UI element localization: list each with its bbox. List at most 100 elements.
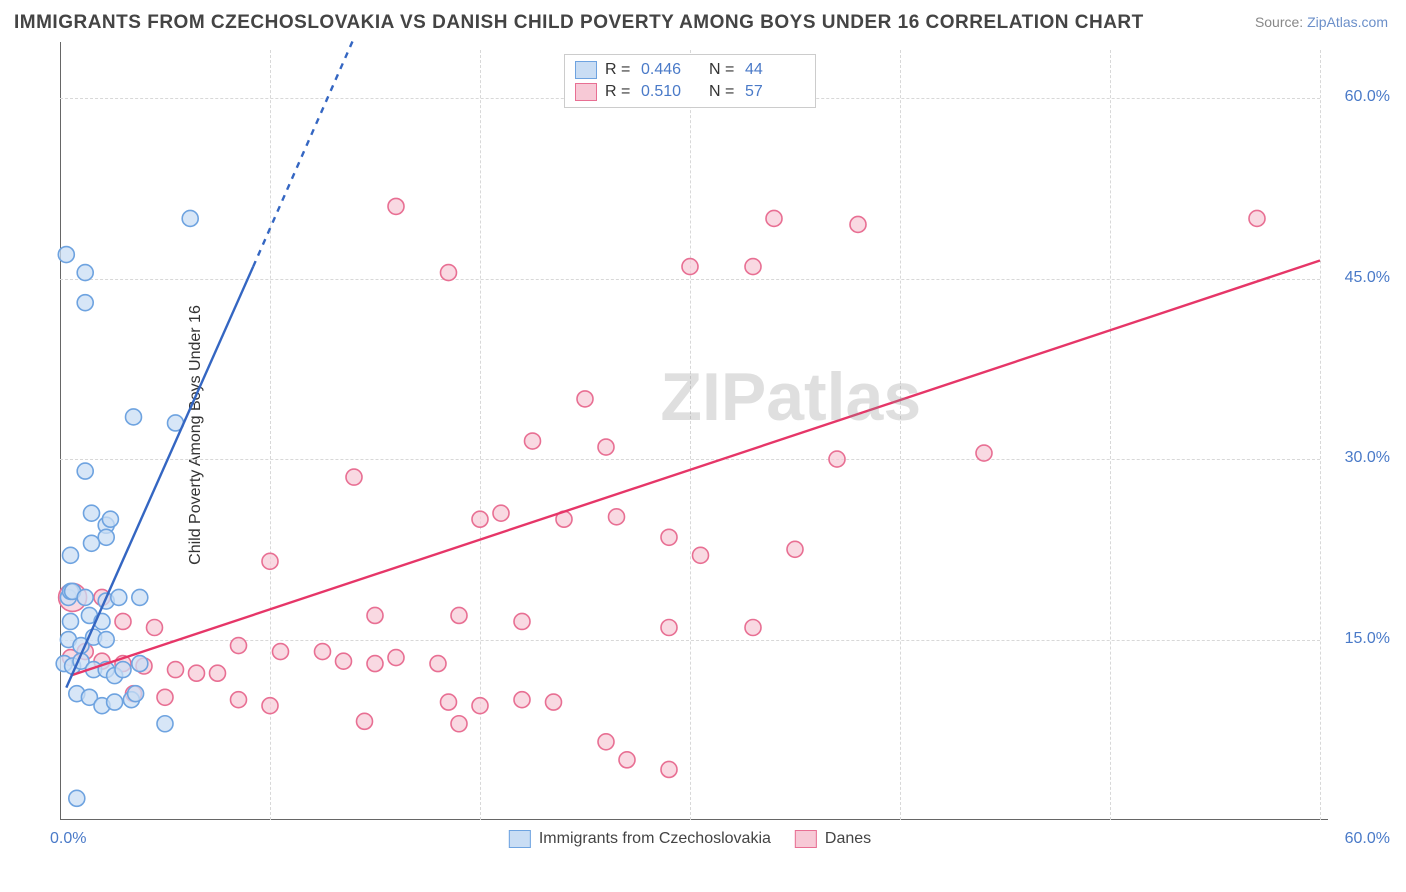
legend-row-blue: R = 0.446 N = 44 [575,59,805,81]
data-point [157,716,173,732]
legend-swatch-blue [575,61,597,79]
data-point [451,607,467,623]
data-point [661,620,677,636]
data-point [388,198,404,214]
legend-row-pink: R = 0.510 N = 57 [575,81,805,103]
y-axis-tick-label: 45.0% [1345,269,1390,287]
data-point [451,716,467,732]
data-point [132,589,148,605]
data-point [132,656,148,672]
data-point [661,761,677,777]
legend-n-label: N = [709,83,737,101]
legend-swatch-pink [575,83,597,101]
legend-r-value-blue: 0.446 [641,61,701,79]
data-point [388,650,404,666]
data-point [77,265,93,281]
y-axis-tick-label: 15.0% [1345,630,1390,648]
data-point [598,734,614,750]
data-point [829,451,845,467]
data-point [262,553,278,569]
data-point [84,535,100,551]
data-point [63,547,79,563]
data-point [472,698,488,714]
data-point [126,409,142,425]
data-point [231,692,247,708]
data-point [609,509,625,525]
y-axis-tick-label: 60.0% [1345,88,1390,106]
data-point [168,662,184,678]
data-point [745,259,761,275]
data-point [231,638,247,654]
source-label: Source: [1255,14,1303,30]
legend-text-pink: Danes [825,830,871,848]
data-point [77,295,93,311]
legend-r-label: R = [605,83,633,101]
legend-swatch-pink [795,830,817,848]
data-point [111,589,127,605]
data-point [850,216,866,232]
data-point [1249,210,1265,226]
legend-r-value-pink: 0.510 [641,83,701,101]
data-point [514,613,530,629]
data-point [98,632,114,648]
data-point [346,469,362,485]
data-point [77,463,93,479]
legend-n-label: N = [709,61,737,79]
data-point [367,656,383,672]
data-point [336,653,352,669]
data-point [69,790,85,806]
data-point [107,694,123,710]
data-point [472,511,488,527]
data-point [441,694,457,710]
legend-r-label: R = [605,61,633,79]
x-axis-tick-max: 60.0% [1345,830,1390,848]
data-point [58,247,74,263]
legend-item-pink: Danes [795,830,871,848]
data-point [514,692,530,708]
data-point [745,620,761,636]
data-point [430,656,446,672]
legend-item-blue: Immigrants from Czechoslovakia [509,830,771,848]
series-legend: Immigrants from Czechoslovakia Danes [509,830,871,848]
data-point [525,433,541,449]
data-point [273,644,289,660]
data-point [189,665,205,681]
x-axis-tick-origin: 0.0% [50,830,86,848]
legend-n-value-blue: 44 [745,61,805,79]
data-point [976,445,992,461]
legend-n-value-pink: 57 [745,83,805,101]
data-point [682,259,698,275]
gridline-v [1320,50,1321,820]
data-point [63,613,79,629]
y-axis-tick-label: 30.0% [1345,449,1390,467]
data-point [115,613,131,629]
data-point [577,391,593,407]
data-point [598,439,614,455]
legend-text-blue: Immigrants from Czechoslovakia [539,830,771,848]
data-point [367,607,383,623]
scatter-plot: Child Poverty Among Boys Under 16 ZIPatl… [60,50,1320,820]
trendline-dashed [253,38,354,267]
data-point [693,547,709,563]
trendline [71,261,1321,676]
data-point [182,210,198,226]
data-point [493,505,509,521]
data-point [128,686,144,702]
data-point [315,644,331,660]
page-title: IMMIGRANTS FROM CZECHOSLOVAKIA VS DANISH… [14,12,1144,34]
data-point [546,694,562,710]
data-point [766,210,782,226]
source-attribution: Source: ZipAtlas.com [1255,14,1388,30]
data-point [157,689,173,705]
data-point [77,589,93,605]
source-link[interactable]: ZipAtlas.com [1307,14,1388,30]
legend-swatch-blue [509,830,531,848]
data-point [98,529,114,545]
plot-svg [60,50,1320,820]
data-point [115,662,131,678]
data-point [210,665,226,681]
data-point [102,511,118,527]
data-point [84,505,100,521]
data-point [262,698,278,714]
data-point [661,529,677,545]
